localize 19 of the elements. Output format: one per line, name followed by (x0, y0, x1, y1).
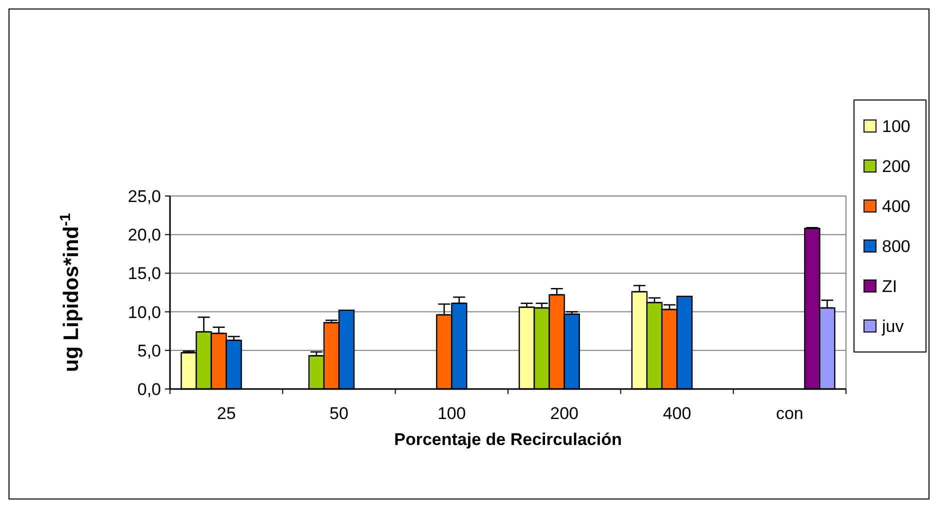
x-tick-label: 100 (437, 404, 466, 423)
legend-label: juv (881, 316, 904, 336)
legend-label: 400 (882, 196, 910, 216)
y-tick-label: 20,0 (128, 226, 161, 245)
x-tick-label: 50 (330, 404, 348, 423)
x-tick-label: con (776, 404, 804, 423)
x-axis-title: Porcentaje de Recirculación (394, 430, 622, 449)
legend-label: 100 (882, 116, 910, 136)
y-tick-label: 25,0 (128, 186, 161, 206)
x-tick-label: 200 (550, 404, 579, 423)
x-tick-label: 25 (216, 404, 236, 423)
y-tick-label: 10,0 (128, 302, 161, 322)
y-tick-label: 5,0 (137, 341, 161, 360)
legend-label: 800 (882, 236, 910, 256)
y-tick-label: 0,0 (137, 380, 161, 399)
x-tick-label: 400 (662, 404, 692, 423)
y-tick-label: 15,0 (128, 264, 161, 284)
legend-label: 200 (882, 156, 910, 176)
legend-label: ZI (882, 276, 898, 296)
